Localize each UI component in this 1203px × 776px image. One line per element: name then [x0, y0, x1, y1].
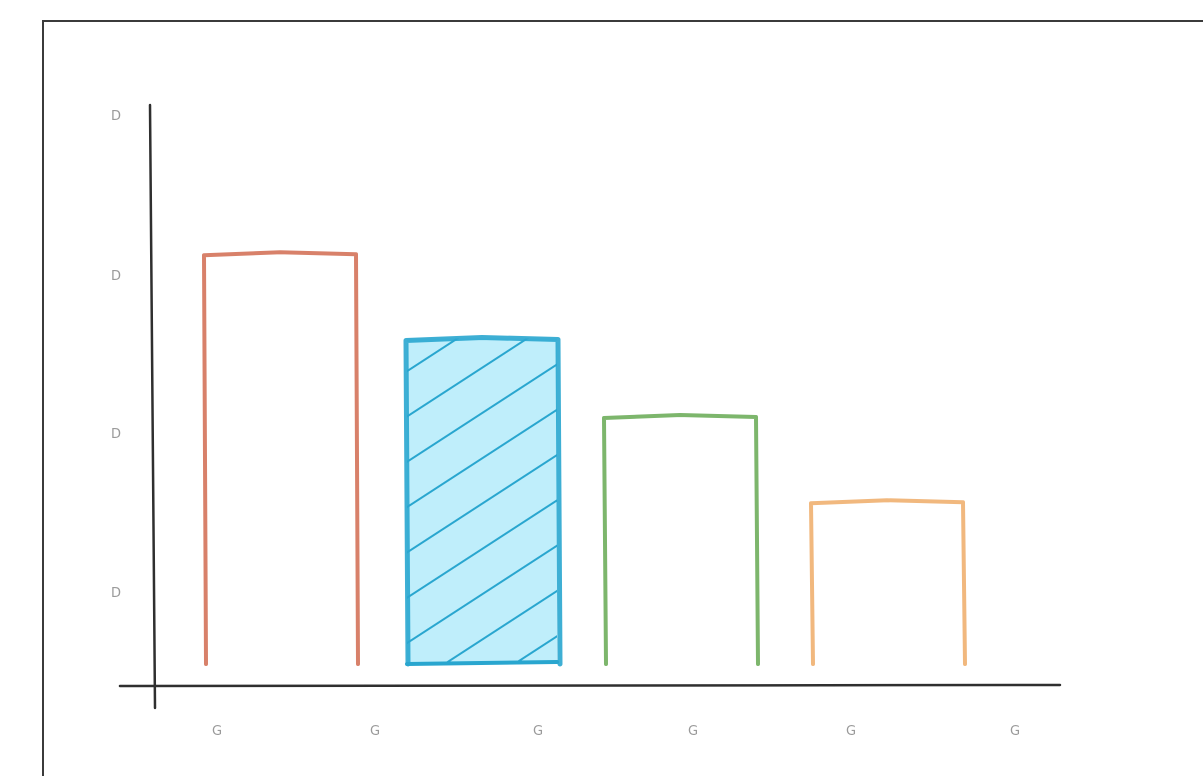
y-tick-label-1: D	[111, 109, 121, 124]
y-axis-line	[148, 103, 157, 710]
bar-3	[602, 413, 760, 666]
x-axis-line	[118, 683, 1062, 688]
bar-2-bottom	[405, 660, 559, 666]
y-ticks-layer: D D D D	[111, 109, 121, 601]
bar-1	[202, 250, 360, 666]
x-tick-label-3: G	[533, 724, 543, 739]
bars-layer	[202, 250, 967, 667]
bar-4	[809, 498, 967, 666]
bar-2	[403, 335, 563, 667]
y-tick-label-3: D	[111, 427, 121, 442]
y-tick-label-4: D	[111, 586, 121, 601]
x-tick-label-1: G	[212, 724, 222, 739]
bar-hatch-2	[407, 338, 557, 664]
chart-frame	[42, 20, 1203, 776]
x-tick-label-2: G	[370, 724, 380, 739]
x-tick-label-5: G	[846, 724, 856, 739]
axes-layer	[118, 103, 1062, 710]
y-tick-label-2: D	[111, 269, 121, 284]
x-tick-label-4: G	[688, 724, 698, 739]
x-tick-label-6: G	[1010, 724, 1020, 739]
